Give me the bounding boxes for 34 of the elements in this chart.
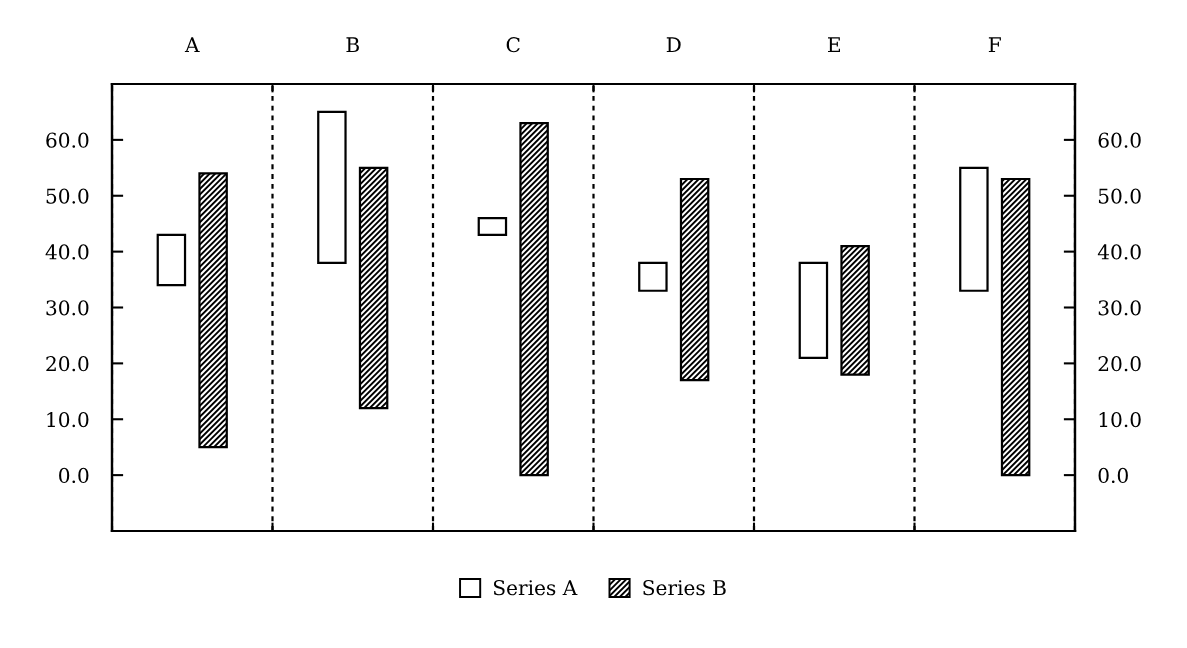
x-tick-label: D	[666, 37, 681, 53]
y-tick-label: 50.0	[46, 188, 89, 204]
x-tick-label: F	[988, 37, 1001, 53]
bar	[156, 233, 187, 287]
y-tick-label: 20.0	[46, 356, 89, 372]
y2-tick-label: 60.0	[1098, 132, 1141, 148]
y2-tick-label: 0.0	[1098, 467, 1128, 484]
x-tick-label: B	[346, 37, 359, 53]
y2-tick-label: 10.0	[1099, 411, 1141, 428]
bar	[1000, 177, 1031, 477]
bar	[959, 166, 989, 292]
y-tick-label: 30.0	[46, 300, 89, 316]
x-tick-label: A	[184, 37, 200, 53]
legend-label: Series B	[643, 580, 726, 596]
bar	[358, 166, 389, 410]
bar	[198, 172, 228, 449]
bar	[477, 216, 508, 236]
bar	[317, 110, 347, 264]
y2-tick-label: 30.0	[1098, 300, 1141, 316]
legend-label: Series A	[493, 580, 578, 596]
bar	[638, 261, 668, 292]
y2-tick-label: 50.0	[1098, 188, 1141, 204]
y-tick-label: 0.0	[59, 467, 89, 484]
y-tick-label: 10.0	[47, 411, 89, 428]
bar	[679, 177, 710, 382]
y2-tick-label: 40.0	[1097, 244, 1141, 260]
y2-tick-label: 20.0	[1098, 356, 1141, 372]
bar	[840, 244, 870, 376]
x-tick-label: C	[506, 37, 520, 53]
y-tick-label: 40.0	[45, 244, 89, 260]
bar	[798, 261, 829, 359]
bar	[519, 122, 549, 477]
x-tick-label: E	[828, 37, 840, 53]
y-tick-label: 60.0	[46, 132, 89, 148]
